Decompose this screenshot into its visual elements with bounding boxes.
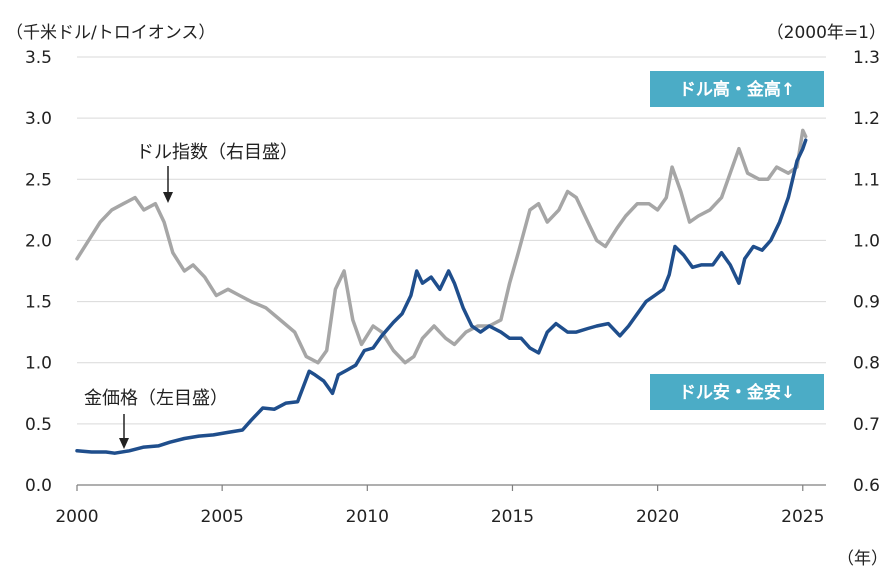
right-tick-label: 0.8 [853,354,880,374]
dollar-index-line [75,128,808,365]
left-tick-label: 3.0 [25,109,52,129]
badge-top-box [650,71,824,107]
right-tick-label: 0.6 [853,476,880,496]
badge-top-label: ドル高・金高↑ [679,79,795,100]
badge-bottom: ドル安・金安↓ [650,374,824,410]
gold-price-line [75,138,808,455]
right-tick-label: 1.3 [853,48,880,68]
gold-price-annotation: 金価格（左目盛） [84,388,228,449]
x-axis-ticks: 2000 2005 2010 2015 2020 2025 [55,507,824,527]
x-tick-label: 2020 [636,507,679,527]
series-lines [75,128,808,455]
right-tick-label: 1.0 [853,231,880,251]
x-tick-label: 2010 [346,507,389,527]
gold-price-label: 金価格（左目盛） [84,388,228,409]
x-tick-label: 2025 [781,507,824,527]
right-tick-label: 1.2 [853,109,880,129]
left-tick-label: 0.5 [25,415,52,435]
x-tick-label: 2005 [201,507,244,527]
axes [76,484,826,491]
right-tick-label: 0.9 [853,293,880,313]
left-tick-label: 0.0 [25,476,52,496]
right-axis-ticks: 0.6 0.7 0.8 0.9 1.0 1.1 1.2 1.3 [853,48,880,496]
dollar-index-label: ドル指数（右目盛） [136,142,298,163]
badge-bottom-label: ドル安・金安↓ [679,382,795,403]
badge-bottom-box [650,374,824,410]
badge-top: ドル高・金高↑ [650,71,824,107]
left-axis-ticks: 0.0 0.5 1.0 1.5 2.0 2.5 3.0 3.5 [25,48,52,496]
left-axis-unit: （千米ドル/トロイオンス） [6,23,215,43]
x-axis-unit: （年） [837,549,888,569]
left-tick-label: 1.5 [25,293,52,313]
dollar-index-arrowhead [163,192,173,203]
x-tick-label: 2015 [491,507,534,527]
gridlines [77,56,826,425]
dollar-index-annotation: ドル指数（右目盛） [136,142,298,203]
right-axis-unit: （2000年=1） [767,23,886,43]
gold-price-arrowhead [119,438,129,449]
left-tick-label: 3.5 [25,48,52,68]
left-tick-label: 2.5 [25,170,52,190]
x-tick-label: 2000 [55,507,98,527]
left-tick-label: 2.0 [25,231,52,251]
right-tick-label: 1.1 [853,170,880,190]
right-tick-label: 0.7 [853,415,880,435]
left-tick-label: 1.0 [25,354,52,374]
